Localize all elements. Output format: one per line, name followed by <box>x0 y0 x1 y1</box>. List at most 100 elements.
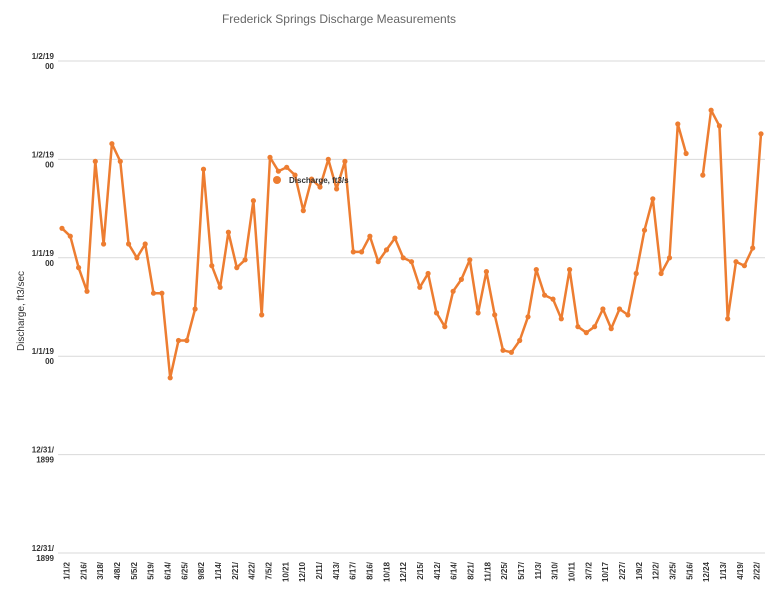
x-tick-label: 12/10 <box>298 561 307 582</box>
data-point <box>126 241 132 247</box>
data-point <box>608 326 614 332</box>
data-point <box>192 306 198 312</box>
x-tick-label: 4/13/ <box>332 561 341 580</box>
data-point <box>175 337 182 344</box>
x-tick-label: 10/18 <box>382 561 391 582</box>
x-tick-label: 4/12/ <box>433 561 442 580</box>
data-point <box>458 276 464 282</box>
x-tick-label: 1/9/2 <box>635 561 644 579</box>
data-point <box>59 225 65 231</box>
data-point <box>517 337 523 344</box>
data-point <box>425 270 431 277</box>
y-tick-label: 1899 <box>36 456 54 465</box>
data-point <box>675 121 681 127</box>
x-tick-label: 12/12 <box>399 561 408 582</box>
data-point <box>109 141 115 147</box>
x-tick-label: 6/14/ <box>163 561 172 580</box>
x-tick-label: 2/22/ <box>753 561 762 580</box>
x-tick-label: 3/18/ <box>96 561 105 580</box>
data-point <box>359 249 365 255</box>
data-point <box>350 249 356 255</box>
data-point <box>567 267 573 273</box>
data-point <box>600 306 606 312</box>
x-tick-label: 7/5/2 <box>264 561 273 579</box>
data-point <box>666 255 673 261</box>
data-point <box>342 158 348 164</box>
data-point <box>467 257 473 263</box>
data-point <box>633 270 639 277</box>
legend: Discharge, ft3/s <box>273 176 349 185</box>
data-point <box>733 259 739 265</box>
data-point <box>725 316 731 322</box>
data-point <box>433 310 440 316</box>
data-point <box>708 107 714 113</box>
data-point <box>267 154 273 160</box>
data-point <box>592 324 598 330</box>
x-tick-label: 1/13/ <box>719 561 728 580</box>
x-tick-label: 1/1/2 <box>62 561 71 579</box>
data-point <box>483 269 489 275</box>
data-point <box>134 255 140 261</box>
x-tick-label: 6/17/ <box>349 561 358 580</box>
y-axis-ticks: 1/2/19001/2/19001/1/19001/1/190012/31/18… <box>32 52 55 563</box>
x-tick-label: 2/27/ <box>618 561 627 580</box>
data-point <box>408 259 415 265</box>
x-tick-label: 1/14/ <box>214 561 223 580</box>
x-tick-label: 6/25/ <box>180 561 189 580</box>
x-tick-label: 11/3/ <box>534 561 543 579</box>
data-point <box>150 290 157 296</box>
data-point <box>550 296 556 302</box>
x-tick-label: 2/16/ <box>79 561 88 580</box>
x-tick-label: 2/25/ <box>500 561 509 580</box>
x-tick-label: 8/16/ <box>365 561 374 580</box>
data-point <box>450 288 456 294</box>
y-tick-label: 1/2/19 <box>32 150 55 159</box>
discharge-series <box>59 107 764 381</box>
data-point <box>101 241 107 247</box>
data-point <box>625 312 631 318</box>
series-line <box>60 122 688 380</box>
data-point <box>741 263 748 269</box>
data-point <box>92 158 98 164</box>
x-tick-label: 5/19/ <box>147 561 156 580</box>
data-point <box>200 166 207 172</box>
x-tick-label: 6/14/ <box>450 561 459 580</box>
x-tick-label: 9/8/2 <box>197 561 206 579</box>
x-tick-label: 2/21/ <box>231 561 240 580</box>
data-point <box>525 314 531 320</box>
data-point <box>400 255 406 261</box>
data-point <box>392 235 398 241</box>
x-tick-label: 8/21/ <box>466 561 475 580</box>
data-point <box>367 233 373 239</box>
y-tick-label: 12/31/ <box>32 446 55 455</box>
data-point <box>84 288 90 294</box>
y-tick-label: 12/31/ <box>32 544 55 553</box>
data-point <box>250 198 256 204</box>
data-point <box>375 259 381 265</box>
x-tick-label: 12/24 <box>702 561 711 582</box>
data-point <box>334 186 340 192</box>
x-tick-label: 11/18 <box>483 561 492 581</box>
x-tick-label: 5/5/2 <box>130 561 139 579</box>
data-point <box>542 292 548 298</box>
data-point <box>242 257 248 263</box>
data-point <box>142 241 148 247</box>
data-point <box>442 324 448 330</box>
data-point <box>558 316 564 322</box>
x-tick-label: 5/16/ <box>685 561 694 580</box>
data-point <box>292 172 298 178</box>
data-point <box>583 330 589 336</box>
data-point <box>284 164 290 170</box>
data-point <box>259 312 265 318</box>
data-point <box>234 265 240 271</box>
x-tick-label: 10/11 <box>567 561 576 581</box>
data-point <box>616 306 623 312</box>
series-line <box>701 108 763 321</box>
x-tick-label: 10/17 <box>601 561 610 582</box>
x-tick-label: 10/21 <box>281 561 290 582</box>
x-tick-label: 5/17/ <box>517 561 526 580</box>
x-tick-label: 4/19/ <box>736 561 745 580</box>
data-point <box>383 247 390 253</box>
y-tick-label: 1/1/19 <box>32 249 55 258</box>
y-tick-label: 00 <box>45 160 54 169</box>
